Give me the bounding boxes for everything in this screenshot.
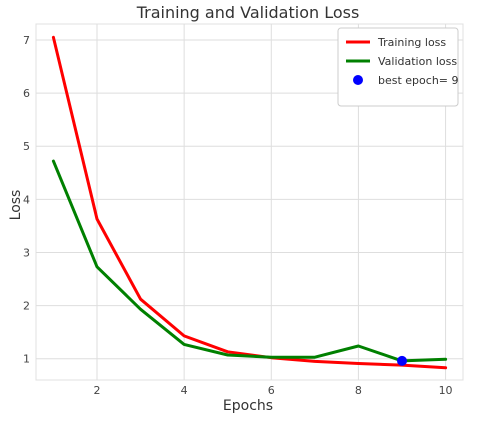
y-axis-label: Loss bbox=[8, 190, 24, 221]
y-tick-label-4: 4 bbox=[23, 193, 30, 206]
legend-box bbox=[337, 27, 459, 107]
validation-loss-line bbox=[51, 159, 448, 363]
x-tick-label-6: 6 bbox=[268, 384, 275, 397]
x-tick-label-2: 2 bbox=[94, 384, 101, 397]
legend-label-best-epoch: best epoch= 9 bbox=[378, 74, 459, 87]
y-tick-label-3: 3 bbox=[23, 246, 30, 259]
y-axis-ticks: 1 2 3 4 5 6 7 bbox=[23, 34, 30, 366]
chart-title: Training and Validation Loss bbox=[136, 3, 360, 22]
legend: Training loss Validation loss best epoch… bbox=[337, 27, 459, 107]
best-epoch-marker-group bbox=[397, 355, 407, 366]
y-tick-label-6: 6 bbox=[23, 87, 30, 100]
legend-label-training: Training loss bbox=[377, 36, 446, 49]
x-axis-label: Epochs bbox=[223, 398, 273, 414]
y-tick-label-1: 1 bbox=[23, 353, 30, 366]
x-tick-label-4: 4 bbox=[181, 384, 188, 397]
x-axis-ticks: 2 4 6 8 10 bbox=[94, 384, 453, 397]
x-tick-label-8: 8 bbox=[355, 384, 362, 397]
legend-label-validation: Validation loss bbox=[378, 55, 457, 68]
best-epoch-marker bbox=[397, 355, 407, 366]
y-tick-label-5: 5 bbox=[23, 140, 30, 153]
series-lines bbox=[51, 35, 448, 370]
legend-swatch-best-epoch bbox=[353, 75, 363, 85]
y-tick-label-2: 2 bbox=[23, 300, 30, 313]
x-tick-label-10: 10 bbox=[439, 384, 453, 397]
y-tick-label-7: 7 bbox=[23, 34, 30, 47]
